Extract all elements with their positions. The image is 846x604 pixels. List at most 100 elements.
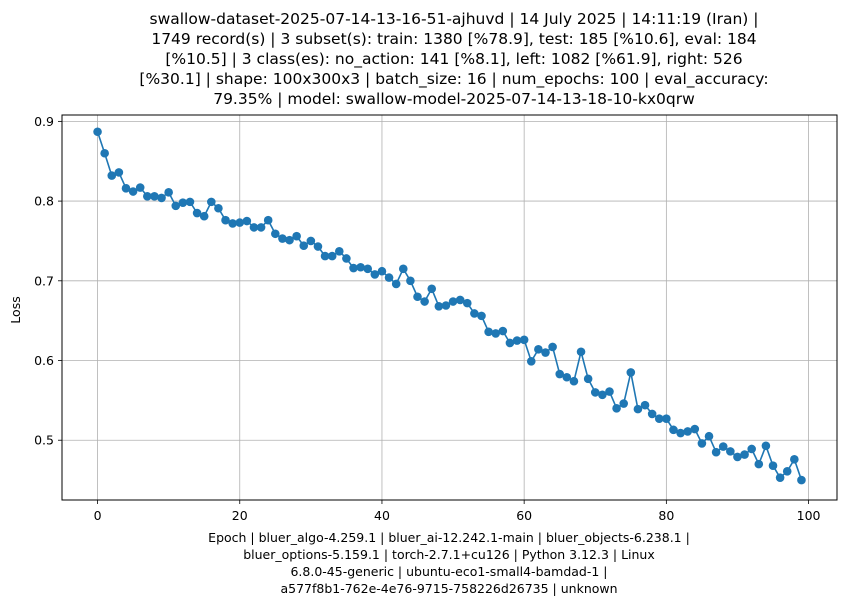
- chart-title: swallow-dataset-2025-07-14-13-16-51-ajhu…: [139, 10, 768, 108]
- x-tick-label: 100: [797, 508, 821, 523]
- loss-point: [199, 211, 209, 221]
- loss-point: [448, 297, 458, 306]
- axis-ticks: 0 20 40 60 80 100 0.5 0.6 0.7 0.8 0.9: [34, 114, 820, 523]
- loss-point: [569, 376, 579, 386]
- loss-point: [377, 266, 387, 276]
- loss-point: [590, 388, 600, 397]
- loss-point: [626, 368, 636, 377]
- y-tick-label: 0.7: [34, 273, 54, 288]
- loss-point: [178, 198, 188, 207]
- y-tick-label: 0.6: [34, 353, 54, 368]
- loss-point: [761, 441, 771, 451]
- loss-point: [704, 431, 714, 441]
- loss-point: [647, 409, 657, 419]
- loss-point: [334, 247, 344, 256]
- loss-point: [135, 183, 145, 192]
- loss-point: [242, 216, 252, 226]
- loss-point: [598, 390, 607, 400]
- loss-point: [505, 338, 515, 348]
- loss-point: [306, 236, 316, 246]
- loss-point: [612, 404, 621, 413]
- loss-point: [143, 192, 152, 201]
- x-tick-label: 0: [94, 508, 102, 523]
- loss-point: [697, 439, 707, 448]
- loss-point: [541, 348, 550, 357]
- loss-point: [128, 187, 138, 196]
- loss-point: [775, 473, 785, 482]
- loss-point: [676, 428, 685, 438]
- loss-point: [726, 447, 735, 456]
- loss-point: [356, 262, 365, 272]
- loss-point: [619, 399, 628, 408]
- chart-title-line-5: 79.35% | model: swallow-model-2025-07-14…: [213, 90, 695, 108]
- loss-point: [534, 345, 543, 354]
- y-tick-label: 0.5: [34, 433, 54, 448]
- x-axis-label-line-3: 6.8.0-45-generic | ubuntu-eco1-small4-ba…: [290, 564, 607, 579]
- grid-lines: [62, 115, 837, 500]
- loss-point: [491, 329, 501, 338]
- loss-point: [711, 447, 721, 457]
- loss-point: [292, 231, 301, 241]
- loss-point: [384, 273, 394, 282]
- loss-point: [662, 414, 671, 423]
- loss-point: [583, 374, 593, 384]
- loss-point: [790, 455, 799, 464]
- loss-point: [434, 302, 444, 311]
- loss-point: [93, 127, 102, 137]
- loss-point: [235, 218, 245, 227]
- x-tick-label: 20: [232, 508, 248, 523]
- loss-point: [327, 251, 337, 261]
- loss-point: [249, 223, 259, 232]
- loss-point: [441, 301, 451, 310]
- loss-point: [164, 188, 173, 197]
- loss-point: [754, 459, 764, 469]
- loss-point: [313, 242, 323, 251]
- loss-point: [185, 197, 195, 207]
- y-axis-label: Loss: [8, 296, 23, 323]
- loss-point: [427, 284, 437, 294]
- loss-point: [121, 184, 131, 193]
- loss-point: [221, 215, 230, 225]
- loss-point: [526, 357, 536, 366]
- loss-point: [562, 372, 572, 382]
- loss-point: [740, 450, 749, 459]
- loss-point: [207, 197, 216, 207]
- loss-point: [114, 168, 124, 177]
- x-axis-label: Epoch | bluer_algo-4.259.1 | bluer_ai-12…: [208, 530, 690, 596]
- loss-point: [391, 279, 401, 289]
- loss-point: [157, 193, 166, 203]
- loss-point: [605, 387, 614, 396]
- x-axis-label-line-1: Epoch | bluer_algo-4.259.1 | bluer_ai-12…: [208, 530, 690, 545]
- loss-point: [747, 444, 756, 454]
- y-tick-label: 0.8: [34, 194, 54, 209]
- loss-point: [690, 424, 700, 434]
- chart-title-line-2: 1749 record(s) | 3 subset(s): train: 138…: [151, 30, 756, 48]
- loss-point: [107, 171, 117, 180]
- loss-point: [285, 235, 294, 245]
- loss-point: [555, 369, 565, 379]
- loss-point: [278, 234, 287, 243]
- chart-title-line-3: [%10.5] | 3 class(es): no_action: 141 [%…: [165, 50, 742, 69]
- loss-point: [462, 298, 472, 308]
- loss-point: [263, 215, 273, 225]
- loss-point: [420, 297, 429, 306]
- loss-point: [654, 414, 664, 423]
- loss-point: [470, 309, 479, 318]
- loss-point: [271, 229, 280, 239]
- loss-point: [370, 270, 380, 279]
- loss-point: [519, 335, 529, 345]
- loss-point: [548, 342, 557, 352]
- x-tick-label: 40: [374, 508, 390, 523]
- loss-point: [640, 400, 650, 410]
- loss-point: [768, 461, 778, 471]
- loss-point: [171, 201, 181, 211]
- loss-point: [349, 263, 358, 273]
- x-tick-label: 60: [516, 508, 532, 523]
- loss-point: [256, 223, 266, 232]
- loss-point: [477, 311, 486, 321]
- loss-point: [214, 203, 223, 213]
- loss-point: [683, 427, 692, 436]
- loss-point: [733, 452, 742, 462]
- loss-point: [484, 327, 493, 337]
- loss-point: [100, 148, 109, 158]
